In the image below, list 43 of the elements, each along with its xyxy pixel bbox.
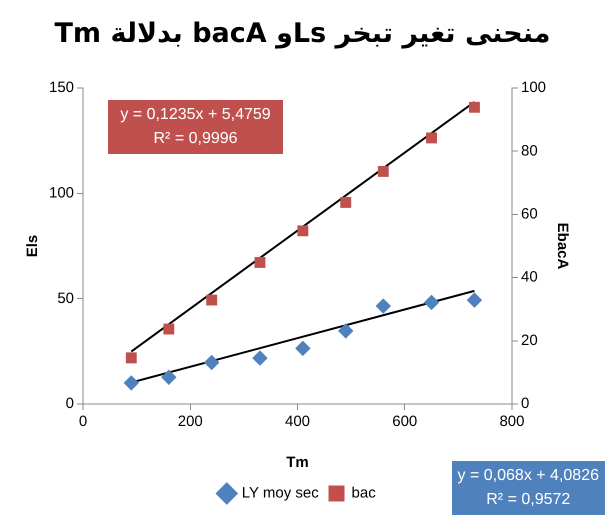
y-tick-label: 100: [48, 184, 74, 202]
y2-tick-label: 60: [520, 206, 538, 223]
point: [426, 132, 437, 144]
chart-title: منحنى تغير تبخر Lsو bacA بدلالة Tm: [54, 18, 552, 49]
y2-axis-title: EbacA: [554, 222, 571, 270]
legend-label: LY moy sec: [242, 484, 320, 502]
y2-tick-label: 80: [520, 142, 538, 160]
point: [466, 292, 482, 308]
point: [126, 352, 137, 364]
y2-tick-label: 20: [520, 332, 538, 349]
y-tick-label: 150: [48, 79, 74, 96]
annotation: y = 0,1235x + 5,4759: [120, 106, 271, 123]
point: [468, 102, 480, 113]
x-tick-label: 600: [392, 413, 418, 430]
legend-label: bac: [352, 484, 376, 502]
y-tick-label: 0: [66, 395, 74, 412]
text: R² = 0,9572: [486, 491, 570, 508]
point: [424, 294, 440, 310]
text: y = 0,068x + 4,0826: [458, 467, 599, 484]
point: [340, 196, 352, 208]
point: [297, 225, 308, 236]
annotation: R² = 0,9996: [153, 130, 238, 147]
y-tick-label: 50: [57, 290, 74, 307]
y2-tick-label: 0: [520, 395, 530, 412]
x-tick-label: 400: [284, 413, 310, 430]
x-axis-title: Tm: [286, 454, 309, 472]
y2-tick-label: 40: [520, 268, 538, 286]
point: [161, 370, 176, 385]
point: [252, 350, 268, 366]
point: [163, 324, 174, 335]
y2-tick-label: 100: [520, 79, 546, 96]
x-tick-label: 800: [499, 413, 524, 430]
point: [254, 256, 266, 268]
point: [206, 294, 218, 306]
point: [338, 323, 354, 338]
x-tick-label: 0: [78, 413, 88, 430]
point: [124, 375, 139, 390]
x-tick-label: 200: [178, 413, 203, 430]
point: [376, 298, 391, 314]
y-axis-title: Els: [24, 234, 42, 258]
point: [295, 340, 310, 356]
point: [204, 355, 220, 370]
point: [378, 166, 389, 177]
